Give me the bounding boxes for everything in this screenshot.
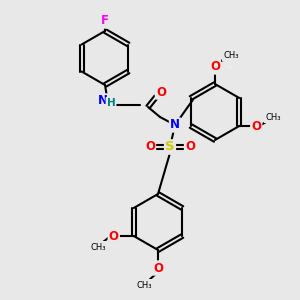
Text: CH₃: CH₃ [90,242,106,251]
Text: CH₃: CH₃ [136,280,152,290]
Text: CH₃: CH₃ [223,50,239,59]
Text: O: O [210,61,220,74]
Text: H: H [106,98,116,108]
Text: O: O [109,230,119,242]
Text: methyl: methyl [229,67,234,68]
Text: N: N [170,118,180,131]
Text: methoxy: methoxy [226,66,232,67]
Text: O: O [185,140,195,154]
Text: O: O [156,85,166,98]
Text: F: F [101,14,109,28]
Text: S: S [165,140,175,154]
Text: CH₃: CH₃ [266,112,281,122]
Text: O: O [145,140,155,154]
Text: O: O [153,262,163,275]
Text: O: O [251,119,261,133]
Text: N: N [98,94,108,107]
